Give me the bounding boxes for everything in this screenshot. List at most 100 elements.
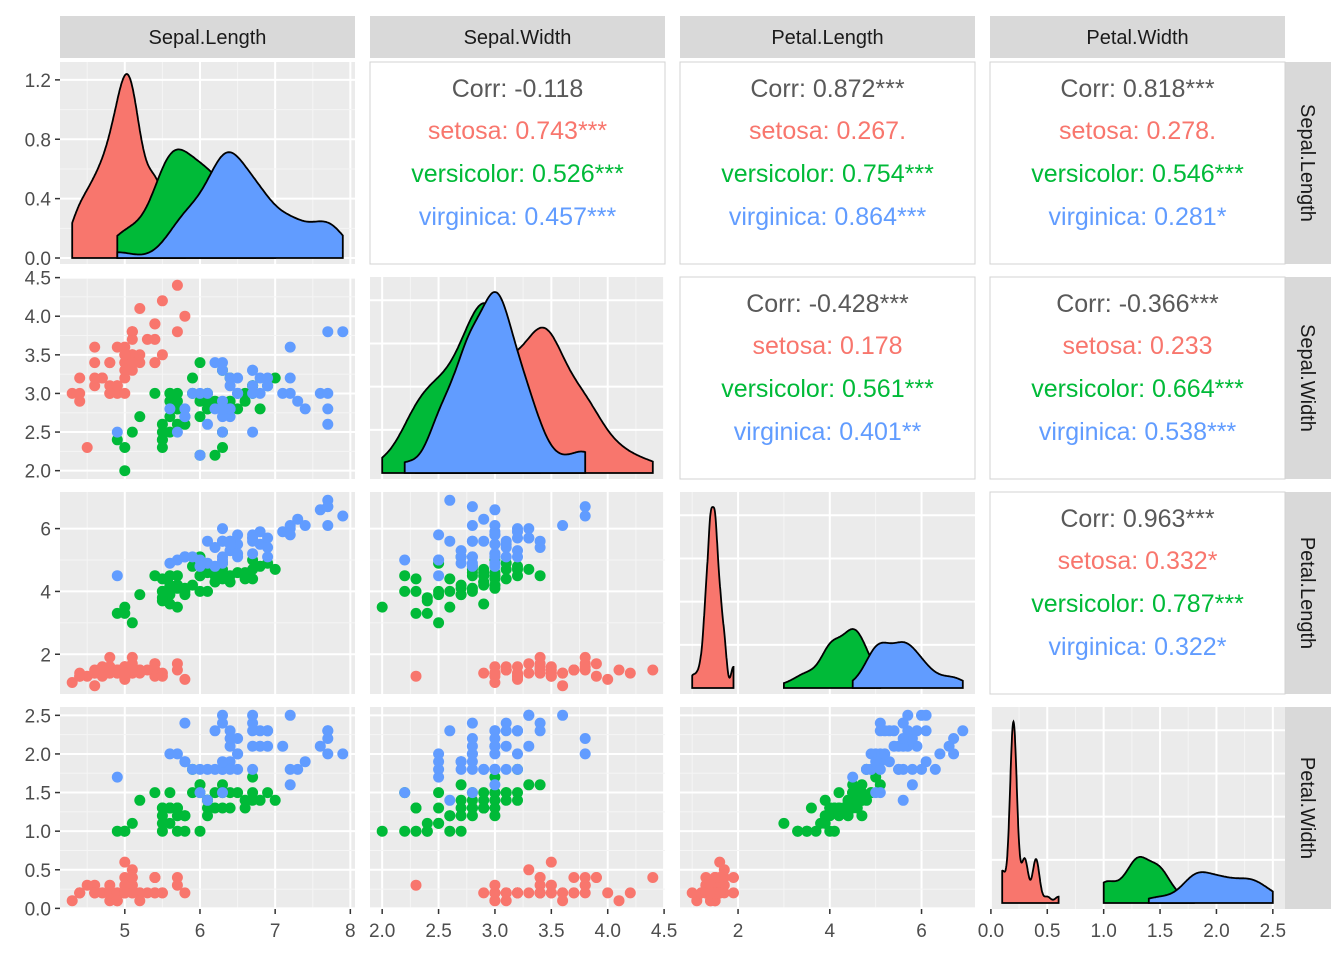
point-virginica bbox=[466, 535, 478, 547]
point-setosa bbox=[171, 879, 183, 891]
point-virginica bbox=[948, 748, 960, 760]
correlation-overall: Corr: 0.963*** bbox=[1060, 505, 1215, 533]
strip-row-label: Sepal.Width bbox=[1296, 324, 1318, 432]
point-versicolor bbox=[433, 802, 445, 814]
point-setosa bbox=[179, 310, 191, 322]
point-setosa bbox=[74, 887, 86, 899]
point-versicolor bbox=[111, 434, 123, 446]
point-virginica bbox=[433, 771, 445, 783]
point-setosa bbox=[89, 680, 101, 692]
point-virginica bbox=[512, 748, 523, 760]
point-virginica bbox=[466, 763, 478, 775]
point-versicolor bbox=[171, 802, 183, 814]
point-versicolor bbox=[194, 357, 206, 369]
point-virginica bbox=[874, 787, 886, 799]
point-virginica bbox=[314, 740, 326, 752]
point-virginica bbox=[433, 763, 445, 775]
point-virginica bbox=[399, 787, 411, 799]
point-versicolor bbox=[171, 825, 183, 837]
y-tick-label: 2.0 bbox=[25, 462, 51, 483]
point-virginica bbox=[247, 717, 259, 729]
point-virginica bbox=[217, 426, 228, 438]
point-virginica bbox=[444, 725, 456, 737]
point-versicolor bbox=[149, 387, 161, 399]
y-tick-label: 4.0 bbox=[25, 307, 51, 328]
point-setosa bbox=[545, 879, 557, 891]
point-versicolor bbox=[410, 607, 422, 619]
point-virginica bbox=[247, 548, 259, 560]
correlation-overall: Corr: -0.428*** bbox=[746, 290, 909, 318]
point-virginica bbox=[217, 787, 228, 799]
point-setosa bbox=[557, 887, 569, 899]
point-versicolor bbox=[444, 573, 456, 585]
correlation-panel-bg bbox=[989, 61, 1286, 265]
point-versicolor bbox=[156, 573, 168, 585]
point-setosa bbox=[545, 661, 557, 673]
correlation-versicolor: versicolor: 0.561*** bbox=[721, 375, 934, 403]
point-versicolor bbox=[171, 601, 183, 613]
point-virginica bbox=[934, 748, 946, 760]
correlation-virginica: virginica: 0.538*** bbox=[1039, 418, 1237, 446]
point-virginica bbox=[254, 372, 266, 384]
point-virginica bbox=[466, 756, 478, 768]
point-virginica bbox=[500, 763, 512, 775]
point-versicolor bbox=[466, 810, 478, 822]
point-setosa bbox=[534, 879, 546, 891]
point-setosa bbox=[489, 887, 501, 899]
strip-col-petal-length bbox=[680, 16, 975, 58]
point-versicolor bbox=[838, 802, 850, 814]
point-virginica bbox=[299, 520, 311, 531]
panel-r1-c2: Corr: -0.118 setosa: 0.743*** versicolor: … bbox=[369, 61, 666, 265]
point-setosa bbox=[149, 872, 161, 883]
point-versicolor bbox=[376, 825, 388, 837]
panel-r1-c4: Corr: 0.818*** setosa: 0.278. versicolor: … bbox=[989, 61, 1286, 265]
correlation-overall: Corr: 0.872*** bbox=[750, 75, 905, 103]
point-setosa bbox=[119, 387, 131, 399]
point-setosa bbox=[523, 667, 535, 679]
point-virginica bbox=[489, 725, 501, 737]
point-setosa bbox=[89, 380, 101, 392]
point-setosa bbox=[74, 670, 86, 682]
point-setosa bbox=[89, 372, 101, 384]
point-versicolor bbox=[856, 779, 868, 791]
point-versicolor bbox=[156, 426, 168, 438]
point-setosa bbox=[534, 887, 546, 899]
point-setosa bbox=[156, 887, 168, 899]
point-virginica bbox=[322, 326, 334, 338]
point-setosa bbox=[523, 887, 535, 899]
point-versicolor bbox=[489, 771, 501, 783]
point-versicolor bbox=[500, 787, 512, 799]
point-setosa bbox=[74, 372, 86, 384]
point-virginica bbox=[478, 763, 490, 775]
panel-r1-c1: 0.0 0.4 0.8 1.2 bbox=[25, 62, 355, 270]
point-virginica bbox=[466, 733, 478, 744]
point-setosa bbox=[489, 895, 501, 907]
strip-row-label: Sepal.Length bbox=[1296, 104, 1318, 222]
correlation-overall: Corr: -0.366*** bbox=[1056, 290, 1219, 318]
y-tick-label: 2.0 bbox=[25, 745, 51, 766]
panel-r4-c3: 2 4 6 bbox=[680, 707, 975, 942]
x-tick-label: 3.0 bbox=[482, 921, 508, 942]
point-setosa bbox=[179, 673, 191, 685]
point-versicolor bbox=[156, 595, 168, 607]
point-versicolor bbox=[399, 825, 411, 837]
point-setosa bbox=[523, 658, 535, 670]
x-tick-label: 4 bbox=[825, 921, 836, 942]
density-virginica bbox=[403, 291, 587, 474]
point-versicolor bbox=[534, 779, 546, 791]
y-tick-label: 2 bbox=[40, 645, 51, 666]
point-versicolor bbox=[187, 372, 198, 384]
point-virginica bbox=[489, 529, 501, 541]
point-setosa bbox=[489, 667, 501, 679]
x-tick-label: 3.5 bbox=[538, 921, 564, 942]
point-virginica bbox=[399, 554, 411, 566]
panel-r3-c3 bbox=[680, 492, 975, 694]
point-versicolor bbox=[376, 601, 388, 613]
point-virginica bbox=[194, 787, 206, 799]
correlation-versicolor: versicolor: 0.787*** bbox=[1031, 590, 1244, 618]
point-setosa bbox=[545, 887, 557, 899]
x-tick-label: 0.5 bbox=[1034, 921, 1060, 942]
correlation-versicolor: versicolor: 0.754*** bbox=[721, 160, 934, 188]
point-virginica bbox=[466, 551, 478, 563]
